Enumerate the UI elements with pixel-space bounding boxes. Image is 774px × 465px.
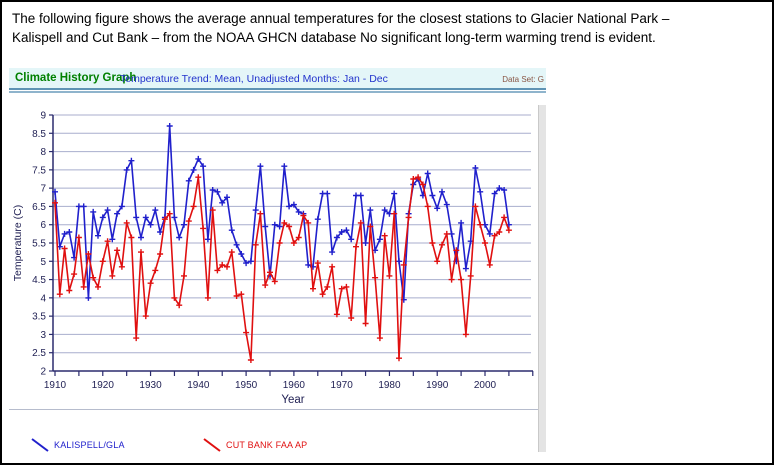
svg-text:8: 8 [40,147,46,158]
widget-subtitle: Temperature Trend: Mean, Unadjusted Mont… [120,73,388,85]
data-set-label: Data Set: G [502,75,544,84]
svg-text:2000: 2000 [474,380,497,391]
svg-text:1980: 1980 [378,380,401,391]
svg-text:6.5: 6.5 [32,202,46,213]
svg-text:3.5: 3.5 [32,312,46,323]
svg-text:Temperature (C): Temperature (C) [12,205,24,281]
figure-caption: The following figure shows the average a… [12,9,764,47]
temperature-chart: 2 2.5 3 3.5 4 4.5 5 5.5 6 6.5 7 7.5 8 8.5 9 1910 1920 193… [9,111,538,410]
svg-text:1950: 1950 [235,380,258,391]
svg-text:4.5: 4.5 [32,275,46,286]
svg-text:5.5: 5.5 [32,238,46,249]
svg-text:8.5: 8.5 [32,129,46,140]
svg-text:4: 4 [40,293,46,304]
svg-text:1960: 1960 [283,380,306,391]
legend-line-icon [203,437,221,452]
svg-text:6: 6 [40,220,46,231]
svg-text:7: 7 [40,184,46,195]
legend-item-cutbank: CUT BANK FAA AP [202,436,307,452]
legend-item-kalispell: KALISPELL/GLA [30,436,125,452]
svg-text:7.5: 7.5 [32,165,46,176]
svg-text:1910: 1910 [44,380,67,391]
legend-line-icon [31,437,49,452]
svg-text:3: 3 [40,330,46,341]
svg-text:1920: 1920 [92,380,115,391]
widget-header: Climate History Graph Temperature Trend:… [9,68,546,93]
caption-line-2: Kalispell and Cut Bank – from the NOAA G… [12,30,656,45]
chart-legend: KALISPELL/GLA CUT BANK FAA AP [9,410,546,452]
svg-text:9: 9 [40,111,46,122]
climate-history-widget: Climate History Graph Temperature Trend:… [9,68,546,452]
svg-text:2: 2 [40,366,46,377]
svg-text:1990: 1990 [426,380,449,391]
legend-label: CUT BANK FAA AP [226,439,308,450]
legend-label: KALISPELL/GLA [54,439,125,450]
vertical-scrollbar[interactable] [538,105,546,452]
chart-area: 2 2.5 3 3.5 4 4.5 5 5.5 6 6.5 7 7.5 8 8.5 9 1910 1920 193… [9,97,546,411]
svg-text:1970: 1970 [331,380,354,391]
svg-text:Year: Year [281,394,304,406]
svg-text:2.5: 2.5 [32,348,46,359]
svg-text:5: 5 [40,257,46,268]
svg-text:1940: 1940 [187,380,210,391]
widget-title: Climate History Graph [15,72,137,84]
svg-text:1930: 1930 [139,380,162,391]
caption-line-1: The following figure shows the average a… [12,11,670,26]
